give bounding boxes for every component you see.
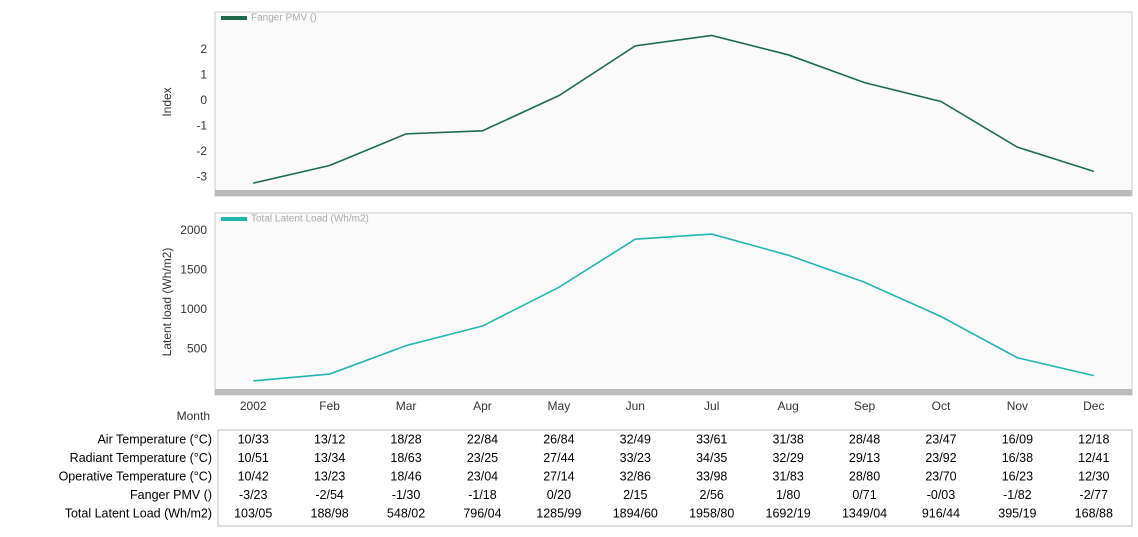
x-tick-label: 2002 — [240, 399, 267, 413]
table-cell: 33/98 — [696, 469, 727, 483]
table-cell: 2/56 — [700, 488, 724, 502]
y-tick-label: 1 — [200, 67, 207, 81]
table-cell: 23/47 — [925, 432, 956, 446]
table-cell: 1/80 — [776, 488, 800, 502]
table-cell: 16/09 — [1002, 432, 1033, 446]
y-tick-label: 0 — [200, 93, 207, 107]
x-tick-label: Nov — [1007, 399, 1028, 413]
legend-label: Total Latent Load (Wh/m2) — [251, 214, 369, 225]
table-cell: 1285/99 — [536, 506, 581, 520]
plot-area — [215, 213, 1132, 395]
y-tick-label: -1 — [196, 118, 207, 132]
scroll-bar — [215, 190, 1132, 196]
table-cell: -1/18 — [468, 488, 497, 502]
x-tick-label: Oct — [932, 399, 951, 413]
table-cell: 2/15 — [623, 488, 647, 502]
table-cell: 13/12 — [314, 432, 345, 446]
row-label: Radiant Temperature (°C) — [70, 451, 212, 465]
table-cell: 22/84 — [467, 432, 498, 446]
x-tick-label: Feb — [319, 399, 340, 413]
table-cell: 10/33 — [238, 432, 269, 446]
table-cell: 12/41 — [1078, 451, 1109, 465]
table-cell: 33/23 — [620, 451, 651, 465]
table-cell: 1958/80 — [689, 506, 734, 520]
table-cell: 10/42 — [238, 469, 269, 483]
x-tick-label: Aug — [777, 399, 798, 413]
y-tick-label: 500 — [187, 342, 207, 356]
table-cell: -2/54 — [315, 488, 344, 502]
row-label: Fanger PMV () — [130, 488, 212, 502]
table-cell: 33/61 — [696, 432, 727, 446]
table-cell: 0/20 — [547, 488, 571, 502]
table-cell: 23/25 — [467, 451, 498, 465]
table-cell: 16/23 — [1002, 469, 1033, 483]
legend-label: Fanger PMV () — [251, 13, 317, 24]
table-cell: 32/86 — [620, 469, 651, 483]
table-cell: 103/05 — [234, 506, 272, 520]
table-cell: 23/92 — [925, 451, 956, 465]
table-cell: 26/84 — [543, 432, 574, 446]
x-tick-label: Sep — [854, 399, 876, 413]
table-cell: 1349/04 — [842, 506, 887, 520]
table-cell: -0/03 — [927, 488, 956, 502]
table-cell: -2/77 — [1080, 488, 1109, 502]
table-cell: 31/38 — [772, 432, 803, 446]
x-tick-label: Mar — [396, 399, 417, 413]
table-cell: 12/30 — [1078, 469, 1109, 483]
row-label: Air Temperature (°C) — [97, 432, 212, 446]
table-cell: 12/18 — [1078, 432, 1109, 446]
table-cell: 18/63 — [390, 451, 421, 465]
x-axis-label: Month — [177, 409, 210, 423]
table-cell: 13/23 — [314, 469, 345, 483]
table-cell: 27/44 — [543, 451, 574, 465]
table-cell: -3/23 — [239, 488, 268, 502]
x-tick-label: May — [548, 399, 571, 413]
x-tick-label: Jul — [704, 399, 719, 413]
y-tick-label: 2 — [200, 42, 207, 56]
plot-area — [215, 12, 1132, 196]
x-tick-label: Dec — [1083, 399, 1104, 413]
page: {"chart_data": [ {"type": "line", "ylabe… — [0, 0, 1138, 532]
y-tick-label: 1000 — [180, 302, 207, 316]
table-cell: 13/34 — [314, 451, 345, 465]
table-cell: -1/82 — [1003, 488, 1032, 502]
table-cell: 16/38 — [1002, 451, 1033, 465]
table-cell: 18/46 — [390, 469, 421, 483]
table-cell: 168/88 — [1075, 506, 1113, 520]
table-cell: 548/02 — [387, 506, 425, 520]
y-tick-label: 2000 — [180, 223, 207, 237]
table-cell: 23/04 — [467, 469, 498, 483]
table-cell: 10/51 — [238, 451, 269, 465]
table-cell: 796/04 — [463, 506, 501, 520]
table-cell: -1/30 — [392, 488, 421, 502]
table-cell: 32/49 — [620, 432, 651, 446]
table-cell: 29/13 — [849, 451, 880, 465]
table-cell: 1692/19 — [766, 506, 811, 520]
table-cell: 28/48 — [849, 432, 880, 446]
table-cell: 31/83 — [772, 469, 803, 483]
table-cell: 0/71 — [852, 488, 876, 502]
y-tick-label: -2 — [196, 144, 207, 158]
table-cell: 28/80 — [849, 469, 880, 483]
x-tick-label: Apr — [473, 399, 492, 413]
table-cell: 32/29 — [772, 451, 803, 465]
table-cell: 34/35 — [696, 451, 727, 465]
table-cell: 27/14 — [543, 469, 574, 483]
x-tick-label: Jun — [626, 399, 645, 413]
y-tick-label: -3 — [196, 169, 207, 183]
table-cell: 18/28 — [390, 432, 421, 446]
table-cell: 188/98 — [311, 506, 349, 520]
y-tick-label: 1500 — [180, 263, 207, 277]
y-axis-label: Index — [160, 87, 174, 116]
row-label: Operative Temperature (°C) — [59, 469, 212, 483]
chart: -3 -2 -1 0 1 2 Index Fanger PMV () 500 1000 1500 20… — [0, 0, 1138, 532]
table-cell: 1894/60 — [613, 506, 658, 520]
table-cell: 916/44 — [922, 506, 960, 520]
table-cell: 23/70 — [925, 469, 956, 483]
row-label: Total Latent Load (Wh/m2) — [65, 506, 212, 520]
scroll-bar — [215, 389, 1132, 395]
table-cell: 395/19 — [998, 506, 1036, 520]
y-axis-label: Latent load (Wh/m2) — [160, 248, 174, 357]
